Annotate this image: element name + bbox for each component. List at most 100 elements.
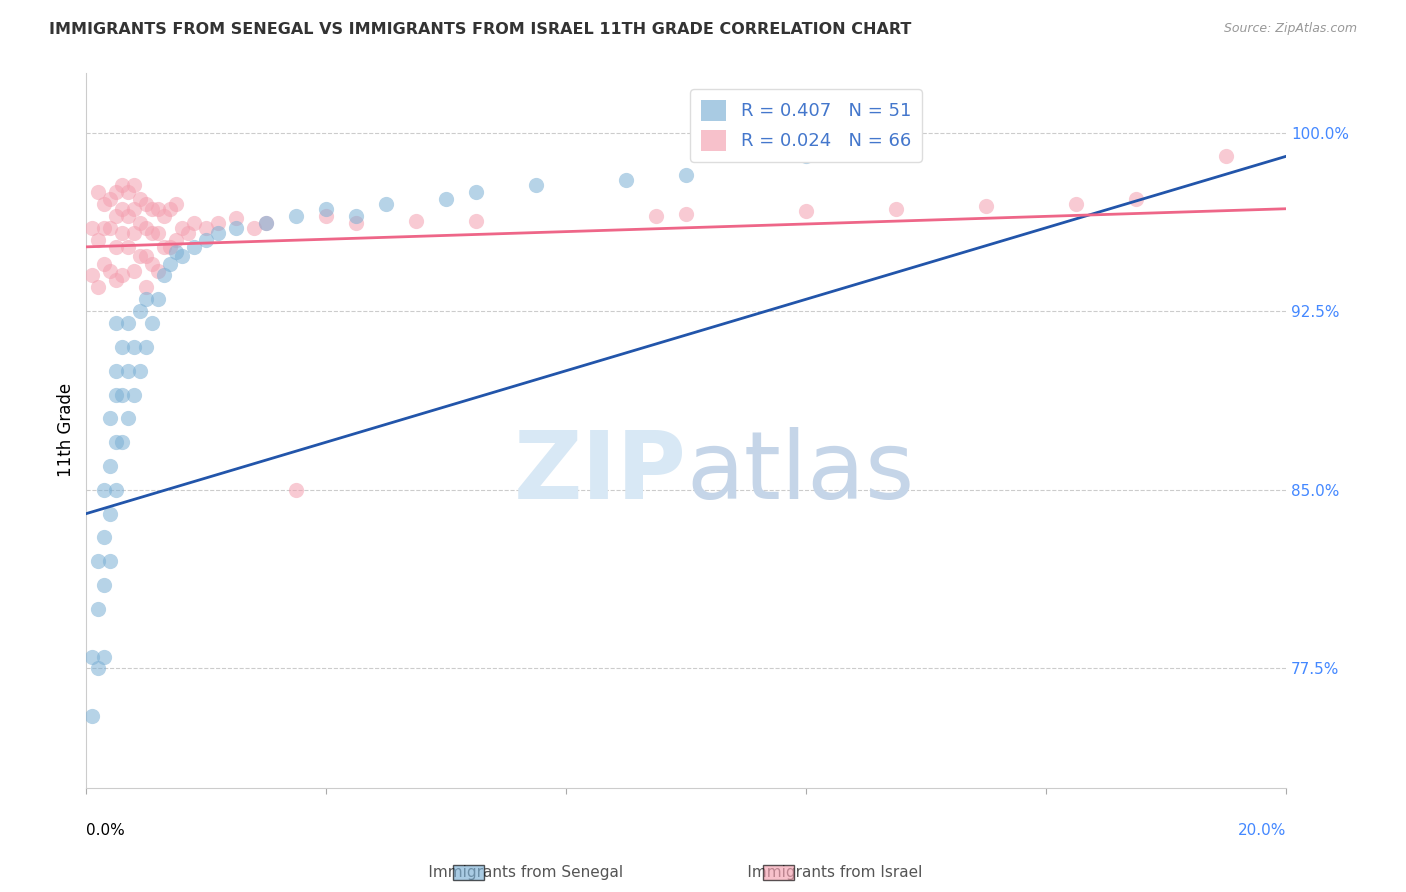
Point xyxy=(111,178,134,192)
Point xyxy=(172,220,194,235)
Text: ZIP: ZIP xyxy=(513,427,686,519)
Point xyxy=(675,206,697,220)
Text: Immigrants from Senegal: Immigrants from Senegal xyxy=(404,865,623,880)
Point xyxy=(159,202,181,216)
Point xyxy=(124,387,146,401)
Point xyxy=(105,185,128,199)
Point xyxy=(153,240,176,254)
Point xyxy=(111,340,134,354)
Point xyxy=(974,199,997,213)
Point xyxy=(675,169,697,183)
Point xyxy=(105,364,128,378)
Point xyxy=(129,216,152,230)
Point xyxy=(148,226,170,240)
Point xyxy=(794,204,817,219)
Point xyxy=(141,316,163,330)
Point xyxy=(135,249,157,263)
Point xyxy=(183,240,205,254)
Point xyxy=(105,240,128,254)
Point xyxy=(225,211,247,226)
Point xyxy=(405,213,427,227)
Point xyxy=(225,220,247,235)
Point xyxy=(98,411,121,425)
Point xyxy=(1064,197,1087,211)
Point xyxy=(111,268,134,283)
Point xyxy=(195,220,218,235)
Point xyxy=(105,209,128,223)
Point xyxy=(93,220,115,235)
Point xyxy=(135,280,157,294)
Point xyxy=(254,216,277,230)
Point xyxy=(105,387,128,401)
Point xyxy=(794,149,817,163)
Point xyxy=(524,178,547,192)
Point xyxy=(243,220,266,235)
Point xyxy=(124,263,146,277)
Point xyxy=(141,202,163,216)
Point xyxy=(98,458,121,473)
Point xyxy=(344,216,367,230)
Point xyxy=(111,435,134,450)
Point xyxy=(141,226,163,240)
Point xyxy=(105,435,128,450)
Point xyxy=(124,202,146,216)
Point xyxy=(315,209,337,223)
Point xyxy=(165,197,187,211)
Point xyxy=(285,209,308,223)
Point xyxy=(98,263,121,277)
Text: Immigrants from Israel: Immigrants from Israel xyxy=(723,865,922,880)
Point xyxy=(117,185,139,199)
Point xyxy=(117,411,139,425)
Point xyxy=(148,292,170,306)
Point xyxy=(614,173,637,187)
Point xyxy=(207,226,229,240)
Point xyxy=(129,192,152,206)
Point xyxy=(87,185,110,199)
Point xyxy=(434,192,457,206)
Text: Source: ZipAtlas.com: Source: ZipAtlas.com xyxy=(1223,22,1357,36)
Text: atlas: atlas xyxy=(686,427,914,519)
Point xyxy=(98,220,121,235)
Point xyxy=(105,483,128,497)
Point xyxy=(117,364,139,378)
Point xyxy=(148,202,170,216)
Point xyxy=(87,554,110,568)
Y-axis label: 11th Grade: 11th Grade xyxy=(58,384,75,477)
Point xyxy=(82,220,104,235)
Point xyxy=(105,316,128,330)
Point xyxy=(159,240,181,254)
Point xyxy=(87,233,110,247)
Point xyxy=(135,340,157,354)
Point xyxy=(117,316,139,330)
Text: IMMIGRANTS FROM SENEGAL VS IMMIGRANTS FROM ISRAEL 11TH GRADE CORRELATION CHART: IMMIGRANTS FROM SENEGAL VS IMMIGRANTS FR… xyxy=(49,22,911,37)
Point xyxy=(1215,149,1237,163)
Point xyxy=(645,209,668,223)
Point xyxy=(153,209,176,223)
Point xyxy=(129,364,152,378)
Point xyxy=(135,197,157,211)
Point xyxy=(98,507,121,521)
Point xyxy=(93,256,115,270)
Point xyxy=(172,249,194,263)
Point xyxy=(465,213,488,227)
Point xyxy=(129,304,152,318)
Point xyxy=(165,244,187,259)
Point xyxy=(1125,192,1147,206)
Point xyxy=(111,226,134,240)
Point xyxy=(177,226,200,240)
Point xyxy=(111,387,134,401)
Point xyxy=(87,661,110,675)
Point xyxy=(315,202,337,216)
Point xyxy=(124,340,146,354)
Point xyxy=(93,578,115,592)
Point xyxy=(82,268,104,283)
Point xyxy=(207,216,229,230)
Legend: R = 0.407   N = 51, R = 0.024   N = 66: R = 0.407 N = 51, R = 0.024 N = 66 xyxy=(690,89,922,161)
Point xyxy=(98,192,121,206)
Point xyxy=(93,197,115,211)
Point xyxy=(165,233,187,247)
Point xyxy=(117,209,139,223)
Point xyxy=(195,233,218,247)
Point xyxy=(159,256,181,270)
Point xyxy=(183,216,205,230)
